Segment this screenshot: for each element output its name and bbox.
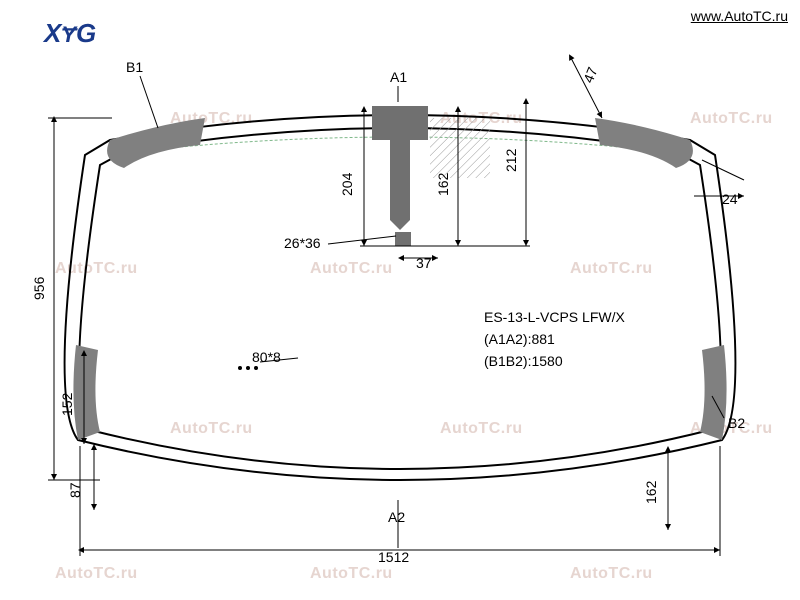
svg-text:24: 24 — [722, 191, 738, 207]
svg-text:37: 37 — [416, 255, 432, 271]
svg-text:B2: B2 — [728, 415, 745, 431]
svg-text:152: 152 — [59, 392, 75, 416]
frit-bottom-left — [73, 345, 100, 440]
svg-text:A1: A1 — [390, 69, 407, 85]
svg-text:87: 87 — [67, 482, 83, 498]
technical-drawing: A1 A2 B1 B2 ES-13-L-VCPS LFW/X (A1A2):881 (B1B… — [0, 0, 800, 600]
svg-text:956: 956 — [31, 276, 47, 300]
sensor-hatch-area — [430, 118, 490, 178]
source-url: www.AutoTC.ru — [691, 8, 788, 24]
frit-top-right — [595, 118, 693, 168]
sensor-window — [395, 232, 411, 246]
svg-text:26*36: 26*36 — [284, 235, 321, 251]
svg-text:ES-13-L-VCPS LFW/X: ES-13-L-VCPS LFW/X — [484, 309, 625, 325]
svg-text:212: 212 — [503, 148, 519, 172]
sensor-mount — [372, 106, 428, 230]
svg-text:B1: B1 — [126, 59, 143, 75]
svg-text:(B1B2):1580: (B1B2):1580 — [484, 353, 563, 369]
svg-text:A2: A2 — [388, 509, 405, 525]
logo-mid: Ɏ — [61, 22, 76, 47]
logo-prefix: X — [44, 18, 61, 48]
dot-matrix-sample — [238, 366, 258, 370]
svg-text:(A1A2):881: (A1A2):881 — [484, 331, 555, 347]
frit-bottom-right — [700, 345, 727, 440]
svg-text:1512: 1512 — [378, 549, 409, 565]
svg-text:162: 162 — [643, 480, 659, 504]
logo-suffix: G — [76, 18, 96, 48]
svg-text:80*8: 80*8 — [252, 349, 281, 365]
svg-text:162: 162 — [435, 172, 451, 196]
frit-top-left — [107, 118, 205, 168]
svg-text:204: 204 — [339, 172, 355, 196]
brand-logo: XɎG — [44, 18, 96, 49]
